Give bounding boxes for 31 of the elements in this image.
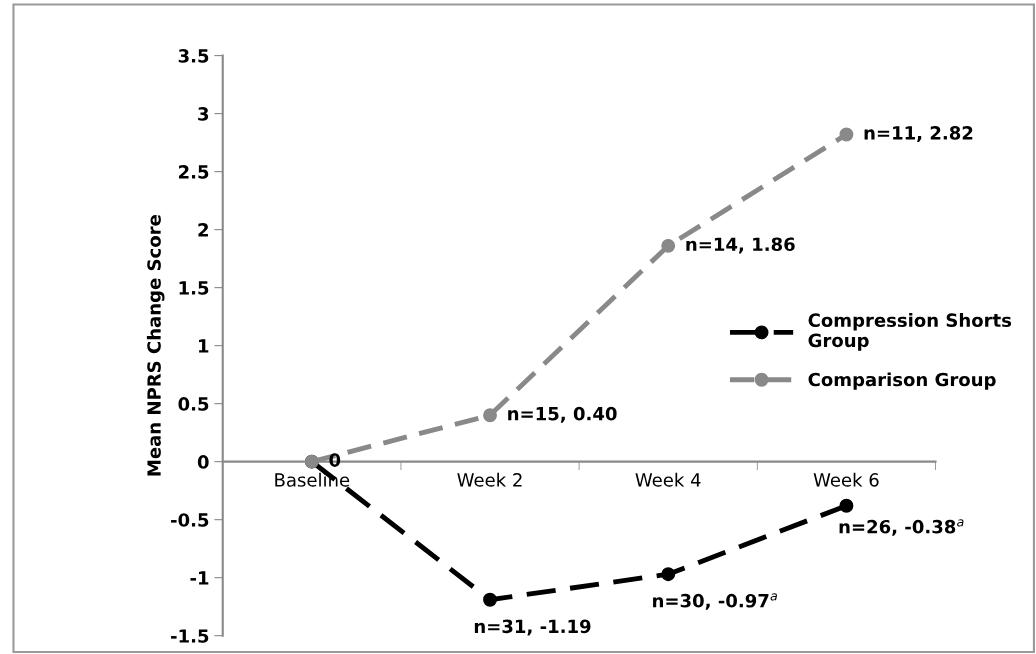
point (483, 408, 497, 423)
legend-label: Comparison Group (808, 372, 996, 390)
point (483, 592, 497, 607)
y-tick-label: 2.5 (178, 165, 209, 179)
y-tick-label: 0 (197, 455, 209, 469)
y-tick-label: 3.5 (178, 49, 209, 63)
y-tick-label: 1 (199, 339, 209, 353)
data-label: n=26, -0.38$^{a}$ (839, 519, 964, 536)
x-tick-label: Week 4 (635, 472, 701, 487)
x-tick-label: Week 6 (813, 472, 879, 487)
legend-label: Compression Shorts Group (808, 313, 1012, 351)
point (661, 238, 676, 253)
point (661, 567, 676, 582)
y-tick-label: 1.5 (179, 281, 209, 295)
y-tick-label: -0.5 (171, 513, 209, 527)
point (839, 498, 854, 513)
data-label: n=31, -1.19 (474, 619, 591, 636)
y-tick-label: -1.5 (171, 629, 209, 643)
data-label: n=30, -0.97$^{a}$ (653, 593, 777, 610)
point (839, 127, 854, 142)
y-tick-label: 2 (198, 223, 208, 237)
data-label: n=15, 0.40 (508, 406, 617, 423)
y-axis-title: Mean NPRS Change Score (146, 215, 165, 476)
x-tick-label: Week 2 (457, 472, 522, 487)
data-label: 0 (329, 453, 341, 467)
y-tick-label: 3 (198, 107, 209, 121)
y-tick-label: 0.5 (178, 397, 209, 411)
y-tick-label: -1 (190, 571, 209, 585)
x-tick-label: Baseline (275, 472, 350, 487)
data-label: n=14, 1.86 (686, 237, 795, 254)
data-label: n=11, 2.82 (864, 126, 973, 143)
